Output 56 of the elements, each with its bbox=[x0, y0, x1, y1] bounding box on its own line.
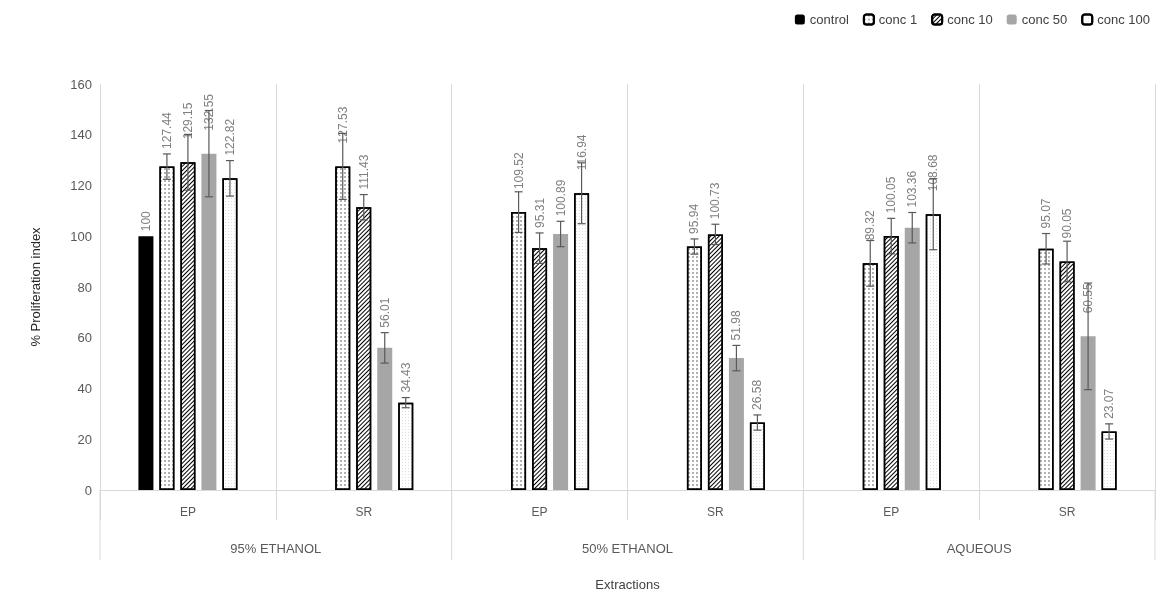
data-label: 108.68 bbox=[926, 154, 941, 192]
data-label: 34.43 bbox=[398, 362, 413, 393]
data-label: 56.01 bbox=[377, 297, 392, 328]
text: 50% ETHANOL bbox=[581, 540, 674, 556]
data-label: 90.05 bbox=[1060, 208, 1075, 239]
y-tick-label: 160 bbox=[70, 76, 92, 92]
text: AQUEOUS bbox=[946, 540, 1012, 556]
data-label: 132.55 bbox=[201, 93, 216, 131]
bar bbox=[904, 227, 920, 490]
y-tick-label: 0 bbox=[84, 482, 92, 498]
data-label: 95.07 bbox=[1039, 198, 1054, 229]
data-label: 103.36 bbox=[905, 170, 920, 208]
x-axis-title: Extractions bbox=[595, 577, 661, 592]
data-label: 23.07 bbox=[1102, 388, 1117, 419]
bar bbox=[201, 153, 217, 490]
data-label: 100 bbox=[138, 210, 153, 232]
legend-label: conc 1 bbox=[878, 12, 918, 27]
y-axis-title: % Proliferation index bbox=[28, 226, 43, 347]
data-label: 89.32 bbox=[863, 210, 878, 241]
data-label: 127.53 bbox=[335, 106, 350, 144]
y-tick-label: 60 bbox=[77, 330, 92, 346]
data-label: 26.58 bbox=[750, 379, 765, 410]
y-tick-label: 120 bbox=[70, 178, 92, 193]
legend-label: control bbox=[809, 12, 849, 27]
data-label: 122.82 bbox=[222, 118, 237, 156]
data-label: 95.31 bbox=[532, 197, 547, 228]
data-label: 100.73 bbox=[708, 182, 723, 220]
data-label: 111.43 bbox=[356, 154, 371, 190]
data-label: 95.94 bbox=[687, 203, 702, 234]
x-tick-label: EP bbox=[883, 505, 900, 519]
data-label: 51.98 bbox=[729, 310, 744, 341]
legend-label: conc 10 bbox=[947, 12, 993, 27]
bar bbox=[138, 236, 154, 490]
data-label: 109.52 bbox=[511, 152, 526, 190]
x-tick-label: EP bbox=[531, 505, 548, 519]
data-label: 116.94 bbox=[574, 134, 589, 171]
x-tick-label: EP bbox=[179, 505, 196, 519]
y-tick-label: 40 bbox=[77, 381, 92, 396]
x-tick-label: SR bbox=[707, 505, 725, 519]
bar bbox=[553, 233, 569, 490]
x-tick-label: SR bbox=[1058, 505, 1076, 519]
data-label: 129.15 bbox=[180, 102, 195, 140]
bar bbox=[1080, 336, 1096, 490]
bar bbox=[728, 358, 744, 490]
legend-label: conc 50 bbox=[1021, 12, 1068, 27]
legend-label: conc 100 bbox=[1097, 12, 1150, 27]
y-tick-label: 20 bbox=[77, 431, 92, 447]
data-label: 100.05 bbox=[884, 176, 899, 214]
y-tick-label: 100 bbox=[70, 228, 92, 244]
data-label: 100.89 bbox=[553, 179, 568, 217]
y-tick-label: 140 bbox=[70, 127, 92, 143]
x-tick-label: SR bbox=[355, 505, 373, 519]
y-tick-label: 80 bbox=[77, 279, 92, 295]
text: 95% ETHANOL bbox=[230, 540, 322, 556]
bar bbox=[377, 347, 393, 490]
data-label: 127.44 bbox=[159, 111, 174, 149]
